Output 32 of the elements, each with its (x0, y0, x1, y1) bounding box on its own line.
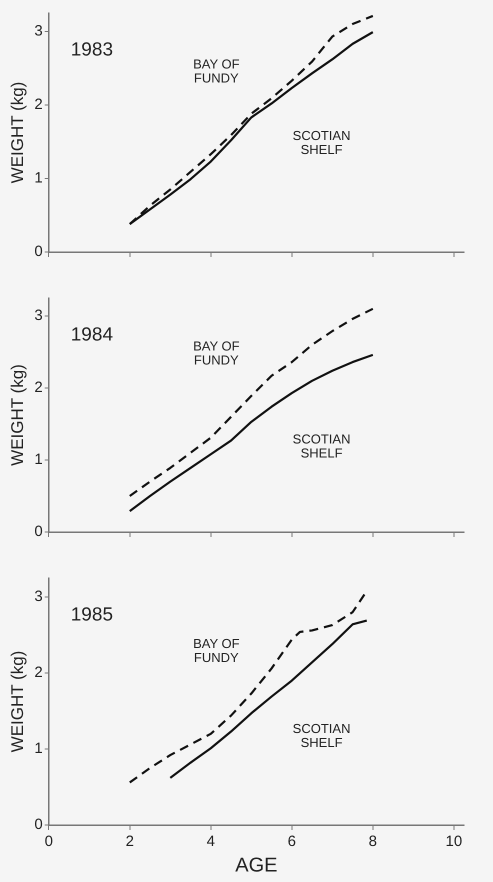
text: BAY OF FUNDY (193, 56, 240, 86)
y-tick-label: 3 (34, 22, 43, 40)
x-tick-label: 8 (368, 833, 378, 850)
y-tick-label: 1 (34, 170, 43, 187)
x-tick-label: 6 (288, 833, 296, 850)
text: 1983 (70, 40, 114, 61)
y-tick-label: 1 (34, 451, 43, 468)
y-tick-label: 2 (34, 664, 43, 682)
y-tick-label: 2 (34, 96, 43, 114)
text: BAY OF FUNDY (193, 636, 240, 666)
text: 1984 (70, 324, 114, 346)
line-series (128, 592, 366, 784)
y-tick-label: 3 (34, 307, 43, 324)
y-axis-title: WEIGHT (kg) (8, 364, 27, 466)
y-tick-label: 0 (34, 816, 43, 834)
y-axis-title: WEIGHT (kg) (8, 650, 27, 752)
text: 1985 (70, 604, 114, 626)
y-tick-label: 2 (34, 379, 43, 396)
x-tick-label: 2 (126, 833, 134, 850)
line-series (128, 308, 374, 498)
text: SCOTIAN SHELF (292, 431, 350, 460)
y-tick-label: 1 (34, 740, 43, 758)
y-axis-title: WEIGHT (kg) (8, 82, 27, 184)
text: BAY OF FUNDY (193, 338, 240, 368)
y-tick-label: 0 (34, 523, 43, 540)
x-tick-label: 10 (446, 833, 462, 850)
text: SCOTIAN SHELF (292, 721, 350, 750)
text: SCOTIAN SHELF (292, 128, 350, 158)
x-axis-title: AGE (235, 854, 278, 877)
y-tick-label: 0 (34, 243, 43, 260)
y-tick-label: 3 (34, 588, 43, 606)
x-tick-label: 4 (206, 833, 215, 850)
